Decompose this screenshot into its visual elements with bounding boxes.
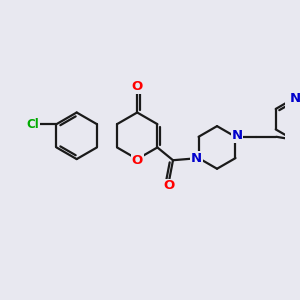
Text: N: N: [231, 129, 242, 142]
Text: O: O: [163, 179, 174, 192]
Text: O: O: [132, 154, 143, 167]
Text: Cl: Cl: [26, 118, 39, 130]
Text: N: N: [290, 92, 300, 105]
Text: N: N: [191, 152, 202, 165]
Text: O: O: [132, 80, 143, 94]
